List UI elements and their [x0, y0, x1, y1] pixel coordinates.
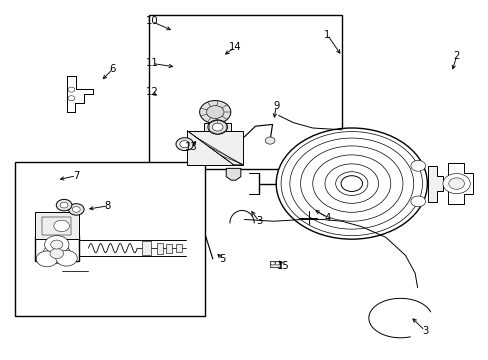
Circle shape: [176, 138, 193, 150]
Circle shape: [36, 251, 58, 267]
Bar: [157, 243, 162, 253]
Text: 5: 5: [219, 254, 225, 264]
Circle shape: [43, 243, 70, 264]
Text: 7: 7: [73, 171, 79, 181]
Circle shape: [180, 140, 189, 148]
Polygon shape: [447, 163, 472, 204]
Bar: [15, 162, 205, 316]
Text: 2: 2: [452, 51, 459, 61]
Text: 13: 13: [184, 142, 197, 152]
Bar: [270, 261, 281, 267]
Circle shape: [410, 161, 425, 171]
Bar: [149, 15, 341, 169]
Circle shape: [448, 178, 464, 189]
Circle shape: [212, 123, 223, 131]
Circle shape: [51, 240, 63, 249]
Text: 1: 1: [324, 30, 330, 40]
Circle shape: [68, 87, 75, 92]
Text: 4: 4: [324, 213, 330, 222]
Circle shape: [44, 235, 69, 253]
Circle shape: [270, 261, 275, 265]
Text: 11: 11: [145, 58, 158, 68]
Circle shape: [340, 176, 362, 192]
Circle shape: [54, 220, 69, 231]
Bar: [187, 131, 243, 165]
Circle shape: [60, 202, 68, 208]
Text: 10: 10: [145, 17, 158, 27]
Text: 8: 8: [104, 201, 111, 211]
Bar: [176, 244, 182, 252]
Circle shape: [56, 199, 72, 211]
Circle shape: [264, 137, 274, 144]
Polygon shape: [427, 166, 442, 202]
Circle shape: [56, 250, 77, 266]
Bar: [35, 235, 79, 261]
Circle shape: [68, 96, 75, 101]
Circle shape: [50, 248, 63, 258]
Bar: [166, 244, 172, 253]
Text: 3: 3: [256, 216, 262, 226]
Text: 14: 14: [228, 42, 241, 52]
Text: 12: 12: [145, 87, 158, 97]
Circle shape: [72, 207, 80, 212]
Bar: [35, 212, 79, 239]
Circle shape: [275, 261, 280, 265]
Circle shape: [410, 196, 425, 207]
Text: 15: 15: [277, 261, 289, 271]
Circle shape: [199, 100, 230, 123]
Bar: [203, 123, 231, 131]
Circle shape: [442, 174, 469, 194]
Text: 3: 3: [421, 325, 427, 336]
Circle shape: [68, 204, 84, 215]
Text: 6: 6: [109, 64, 116, 74]
Bar: [42, 217, 71, 234]
Text: 9: 9: [272, 102, 279, 112]
Polygon shape: [226, 168, 241, 180]
Circle shape: [276, 128, 427, 239]
Bar: [142, 241, 151, 255]
Circle shape: [207, 120, 227, 134]
Circle shape: [206, 105, 224, 118]
